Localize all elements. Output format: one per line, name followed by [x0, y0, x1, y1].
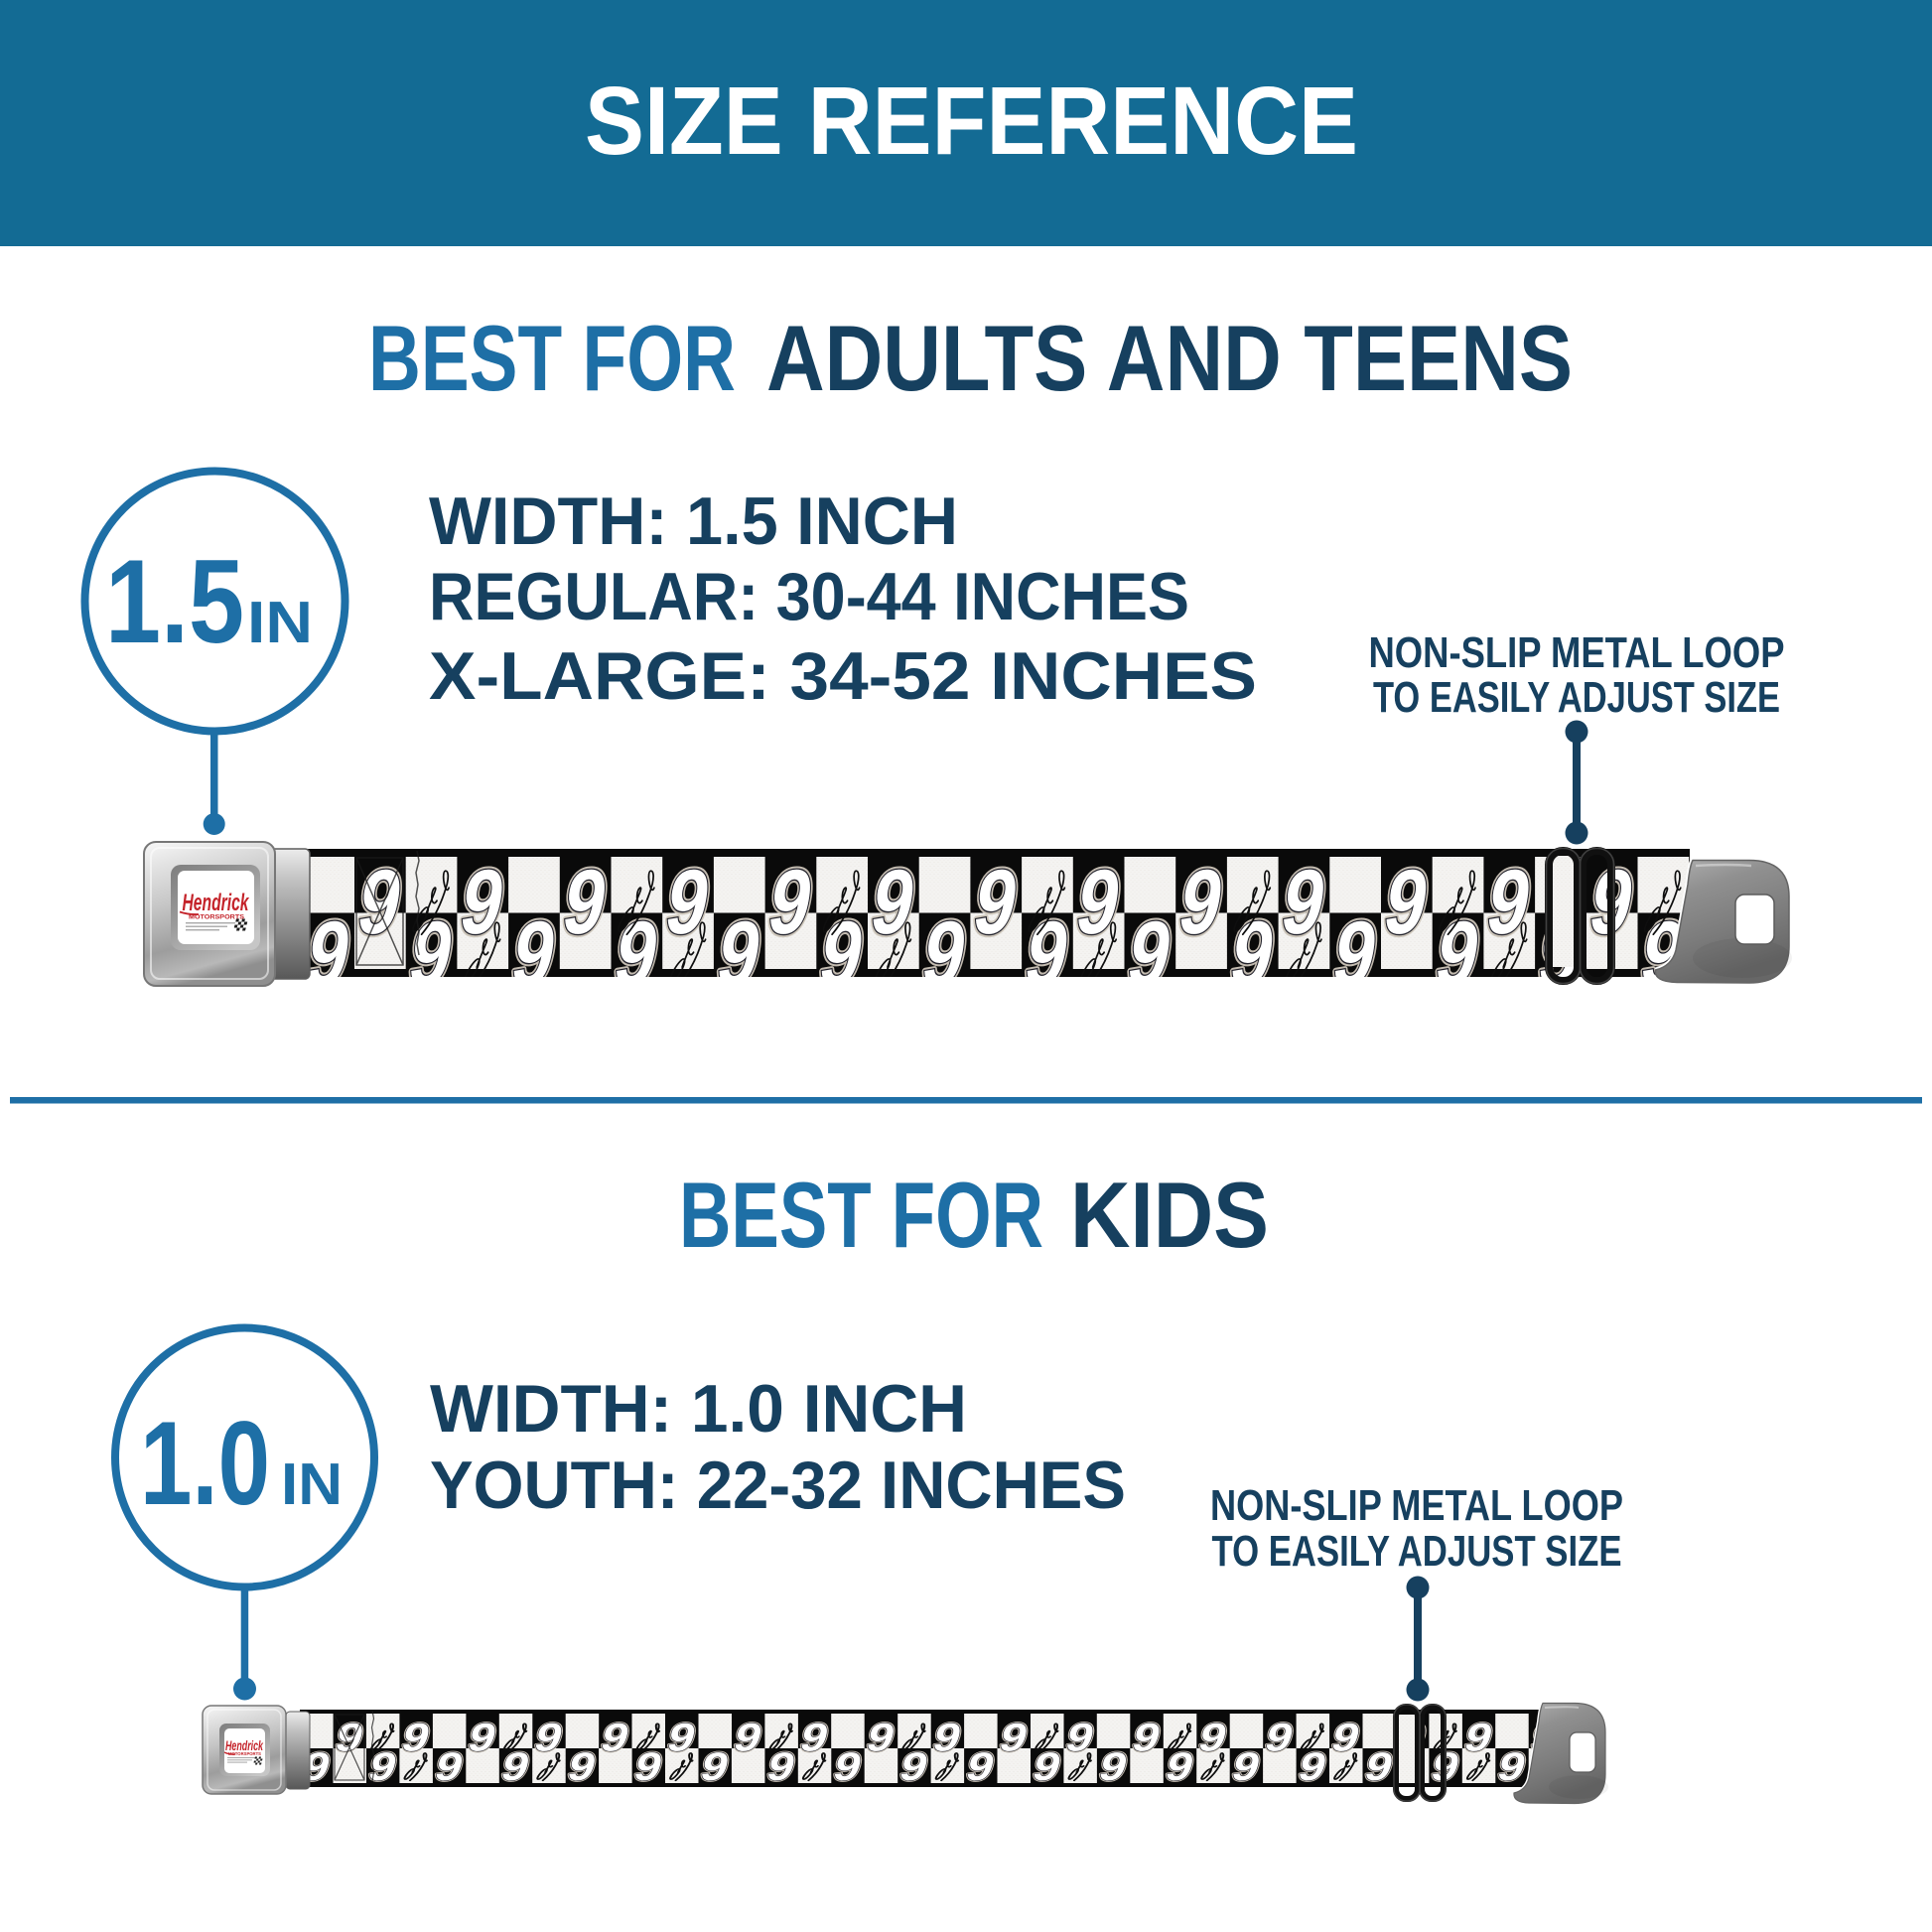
svg-text:YOUTH: 22-32 INCHES: YOUTH: 22-32 INCHES [430, 1448, 1126, 1523]
svg-text:1.0: 1.0 [140, 1397, 270, 1530]
svg-text:NON-SLIP METAL LOOP: NON-SLIP METAL LOOP [1210, 1481, 1623, 1530]
svg-text:ADULTS AND TEENS: ADULTS AND TEENS [766, 306, 1573, 410]
svg-text:MOTORSPORTS: MOTORSPORTS [189, 914, 245, 921]
svg-text:WIDTH: 1.5 INCH: WIDTH: 1.5 INCH [429, 483, 958, 559]
svg-text:Hendrick: Hendrick [225, 1737, 264, 1753]
svg-text:BEST FOR: BEST FOR [368, 306, 736, 410]
svg-text:IN: IN [247, 590, 313, 655]
svg-text:X-LARGE: 34-52 INCHES: X-LARGE: 34-52 INCHES [429, 638, 1257, 714]
svg-text:1.5: 1.5 [105, 535, 244, 668]
svg-text:TO EASILY ADJUST SIZE: TO EASILY ADJUST SIZE [1373, 673, 1780, 722]
svg-text:REGULAR: 30-44 INCHES: REGULAR: 30-44 INCHES [429, 559, 1189, 634]
svg-text:9: 9 [696, 1745, 734, 1789]
svg-text:TO EASILY ADJUST SIZE: TO EASILY ADJUST SIZE [1212, 1527, 1622, 1576]
svg-text:BEST FOR: BEST FOR [679, 1163, 1043, 1267]
svg-text:NON-SLIP METAL LOOP: NON-SLIP METAL LOOP [1369, 628, 1785, 677]
svg-text:Hendrick: Hendrick [183, 890, 250, 916]
svg-text:IN: IN [281, 1451, 343, 1517]
svg-text:MOTORSPORTS: MOTORSPORTS [228, 1751, 261, 1756]
svg-text:WIDTH: 1.0 INCH: WIDTH: 1.0 INCH [430, 1371, 967, 1447]
svg-text:SIZE REFERENCE: SIZE REFERENCE [585, 67, 1358, 175]
svg-text:KIDS: KIDS [1070, 1163, 1269, 1267]
